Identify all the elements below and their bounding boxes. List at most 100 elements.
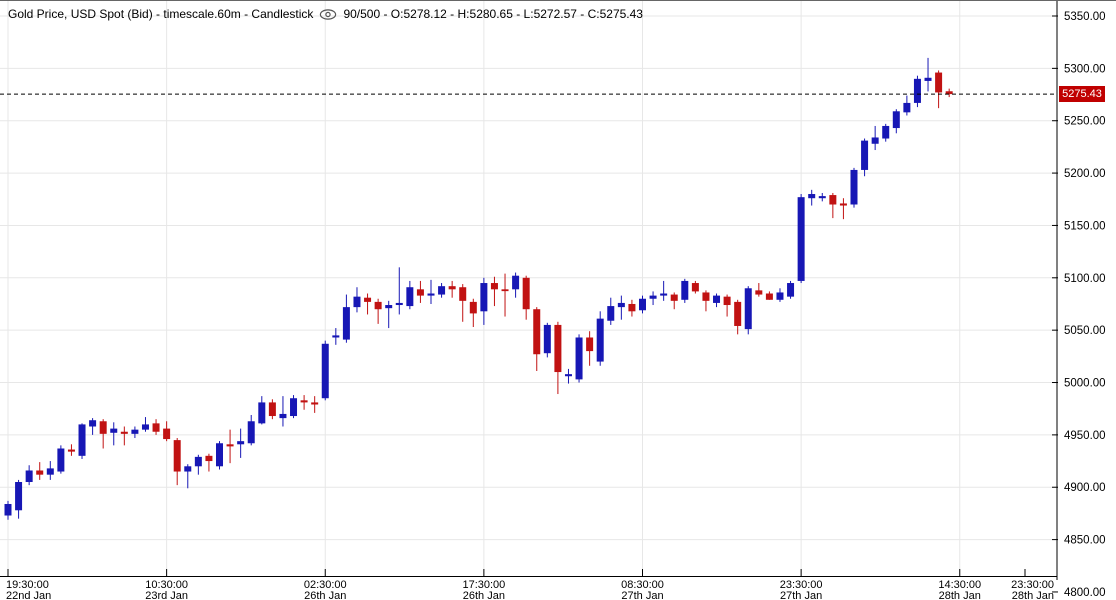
- candle-body[interactable]: [744, 288, 752, 330]
- candle-body[interactable]: [268, 402, 276, 417]
- candle-body[interactable]: [57, 448, 65, 472]
- candle-body[interactable]: [46, 468, 54, 475]
- candle-body[interactable]: [586, 337, 594, 352]
- candle-body[interactable]: [15, 482, 23, 511]
- candle-body[interactable]: [617, 302, 625, 308]
- candle-body[interactable]: [152, 423, 160, 432]
- candle-body[interactable]: [332, 335, 340, 338]
- candle-body[interactable]: [258, 402, 266, 424]
- candle-body[interactable]: [25, 470, 33, 483]
- candle-body[interactable]: [342, 307, 350, 340]
- candle-body[interactable]: [564, 374, 572, 377]
- candle-body[interactable]: [226, 444, 234, 447]
- candle-body[interactable]: [184, 466, 192, 472]
- candle-body[interactable]: [660, 293, 668, 296]
- candle-body[interactable]: [448, 286, 456, 290]
- candle-body[interactable]: [945, 91, 953, 95]
- candle-body[interactable]: [311, 402, 319, 405]
- candle-body[interactable]: [194, 456, 202, 467]
- candle-body[interactable]: [141, 424, 149, 430]
- candle-body[interactable]: [681, 280, 689, 300]
- candle-body[interactable]: [924, 77, 932, 81]
- candle-body[interactable]: [300, 400, 308, 403]
- y-axis-label: 5100.00: [1064, 273, 1106, 285]
- candle-body[interactable]: [839, 203, 847, 206]
- candle-body[interactable]: [416, 289, 424, 296]
- candle-body[interactable]: [469, 301, 477, 314]
- candle-body[interactable]: [776, 292, 784, 300]
- candle-body[interactable]: [374, 301, 382, 310]
- candle-body[interactable]: [67, 449, 75, 452]
- candle-body[interactable]: [490, 283, 498, 290]
- candle-body[interactable]: [364, 297, 372, 302]
- candle-body[interactable]: [861, 140, 869, 170]
- candle-body[interactable]: [639, 298, 646, 311]
- candle-body[interactable]: [850, 169, 858, 205]
- candle-body[interactable]: [596, 318, 604, 362]
- candle-body[interactable]: [110, 428, 118, 433]
- candle-body[interactable]: [173, 440, 181, 472]
- y-axis-label: 5300.00: [1064, 63, 1106, 75]
- candle-body[interactable]: [459, 287, 467, 301]
- candle-body[interactable]: [829, 195, 837, 205]
- candle-body[interactable]: [290, 398, 298, 417]
- candle-body[interactable]: [99, 421, 107, 434]
- candle-body[interactable]: [427, 293, 435, 296]
- candle-body[interactable]: [723, 296, 731, 306]
- candle-body[interactable]: [533, 309, 541, 355]
- candle-body[interactable]: [279, 413, 287, 419]
- candle-body[interactable]: [163, 428, 171, 440]
- chart-ohlc-readout: 90/500 - O:5278.12 - H:5280.65 - L:5272.…: [343, 7, 643, 21]
- candle-body[interactable]: [649, 295, 657, 299]
- visibility-eye-icon[interactable]: [319, 8, 337, 21]
- candle-body[interactable]: [480, 283, 488, 312]
- candle-body[interactable]: [237, 441, 245, 445]
- candle-body[interactable]: [691, 283, 699, 292]
- y-axis-label: 5250.00: [1064, 116, 1106, 128]
- candle-body[interactable]: [871, 137, 879, 144]
- candle-body[interactable]: [543, 324, 551, 354]
- candle-body[interactable]: [247, 421, 255, 444]
- candle-body[interactable]: [913, 78, 921, 103]
- candle-body[interactable]: [702, 292, 710, 301]
- x-axis-date-label: 27th Jan: [621, 590, 663, 600]
- candle-body[interactable]: [131, 429, 139, 434]
- candle-body[interactable]: [353, 296, 361, 308]
- candle-body[interactable]: [808, 194, 816, 199]
- x-axis-time-label: 23:30:00: [780, 579, 823, 591]
- candle-body[interactable]: [935, 72, 943, 93]
- candle-body[interactable]: [818, 196, 826, 199]
- candle-body[interactable]: [120, 431, 128, 434]
- candle-body[interactable]: [406, 287, 414, 307]
- candle-body[interactable]: [797, 197, 805, 281]
- candle-body[interactable]: [321, 343, 329, 399]
- candle-body[interactable]: [554, 324, 562, 373]
- x-axis-time-label: 14:30:00: [938, 579, 981, 591]
- candle-body[interactable]: [395, 302, 403, 306]
- candle-body[interactable]: [216, 443, 223, 467]
- candle-body[interactable]: [385, 305, 393, 309]
- candle-body[interactable]: [765, 293, 773, 300]
- candle-body[interactable]: [787, 283, 795, 297]
- candle-body[interactable]: [713, 295, 721, 303]
- candle-body[interactable]: [78, 424, 86, 456]
- candle-body[interactable]: [903, 102, 911, 113]
- candle-body[interactable]: [501, 289, 509, 292]
- candle-body[interactable]: [205, 455, 213, 462]
- candle-body[interactable]: [438, 286, 446, 295]
- candle-body[interactable]: [628, 303, 636, 312]
- candle-body[interactable]: [882, 125, 890, 139]
- candle-body[interactable]: [670, 294, 678, 301]
- candle-body[interactable]: [607, 306, 615, 321]
- candle-body[interactable]: [512, 275, 520, 290]
- candle-body[interactable]: [734, 301, 742, 326]
- candle-body[interactable]: [36, 470, 44, 475]
- candle-body[interactable]: [522, 277, 530, 310]
- candle-body[interactable]: [892, 111, 900, 129]
- candle-body[interactable]: [89, 420, 97, 427]
- candle-body[interactable]: [755, 290, 763, 295]
- candle-body[interactable]: [4, 503, 12, 516]
- candle-body[interactable]: [575, 337, 583, 380]
